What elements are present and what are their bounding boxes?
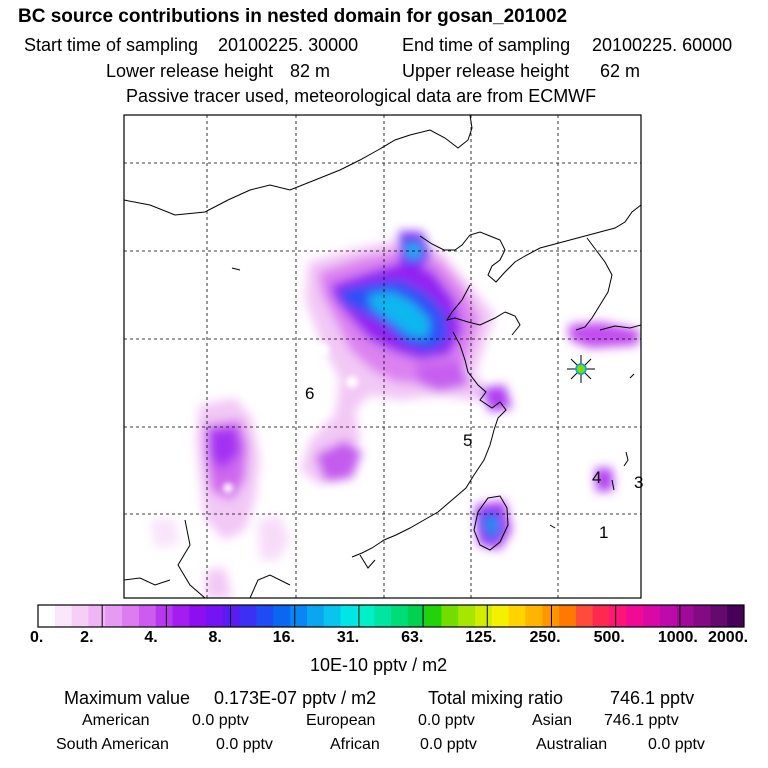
colorbar-cell [256, 605, 274, 627]
region-label-4: 4 [592, 468, 601, 487]
total-mixing-label: Total mixing ratio [428, 688, 564, 708]
colorbar-cell [138, 605, 157, 627]
max-value: 0.173E-07 pptv / m2 [214, 688, 377, 708]
colorbar-cell [105, 605, 123, 627]
colorbar-cell [323, 605, 341, 627]
colorbar-cell [88, 605, 106, 627]
region-african-name: African [330, 736, 380, 753]
colorbar-cell [290, 605, 308, 627]
colorbar-cell [609, 605, 627, 627]
colorbar-frame [37, 604, 745, 628]
colorbar-cell [559, 605, 577, 627]
colorbar-cell [710, 605, 728, 627]
colorbar-cell [357, 605, 375, 627]
colorbar-cell [374, 605, 392, 627]
colorbar-tick-label: 16. [272, 629, 295, 646]
colorbar [37, 604, 745, 628]
colorbar-tick-label: 0. [30, 629, 44, 646]
region-label-6: 6 [305, 384, 314, 403]
colorbar-cell [525, 605, 543, 627]
region-label-3: 3 [634, 473, 643, 492]
colorbar-cell [122, 605, 140, 627]
colorbar-cell [155, 605, 173, 627]
colorbar-cell [172, 605, 190, 627]
colorbar-cell [38, 605, 56, 627]
colorbar-cell [71, 605, 89, 627]
region-label-5: 5 [463, 431, 472, 450]
colorbar-cell [676, 605, 694, 627]
colorbar-cell [424, 605, 442, 627]
grid-lines [124, 115, 641, 598]
region-american-name: American [82, 712, 150, 729]
colorbar-cell [592, 605, 610, 627]
start-time-label: Start time of sampling [24, 35, 199, 55]
start-time-value: 20100225. 30000 [218, 35, 359, 55]
colorbar-cell [441, 605, 459, 627]
lower-height-label: Lower release height [106, 61, 274, 81]
colorbar-cell [575, 605, 594, 627]
colorbar-cell [340, 605, 358, 627]
colorbar-tick-label: 2000. [708, 629, 749, 646]
colorbar-cell [458, 605, 476, 627]
region-asian-value: 746.1 pptv [604, 712, 679, 729]
end-time-label: End time of sampling [402, 35, 571, 55]
colorbar-tick-label: 63. [401, 629, 424, 646]
region-american-value: 0.0 pptv [192, 712, 249, 729]
region-european-value: 0.0 pptv [418, 712, 475, 729]
region-australian-value: 0.0 pptv [648, 736, 705, 753]
region-asian-name: Asian [532, 712, 573, 729]
colorbar-cell [626, 605, 644, 627]
colorbar-tick-label: 125. [465, 629, 497, 646]
colorbar-cell [542, 605, 560, 627]
colorbar-cell [391, 605, 409, 627]
colorbar-ticks [101, 605, 681, 627]
colorbar-cell [222, 605, 241, 627]
colorbar-cell [407, 605, 426, 627]
colorbar-cell [206, 605, 224, 627]
region-african-value: 0.0 pptv [420, 736, 477, 753]
colorbar-tick-label: 8. [208, 629, 222, 646]
max-value-label: Maximum value [64, 688, 191, 708]
colorbar-cell [475, 605, 493, 627]
region-australian-name: Australian [536, 736, 608, 753]
colorbar-cell [659, 605, 678, 627]
colorbar-cells [38, 605, 745, 627]
total-mixing-value: 746.1 pptv [610, 688, 695, 708]
region-south-american-value: 0.0 pptv [216, 736, 273, 753]
colorbar-unit: 10E-10 pptv / m2 [310, 655, 448, 675]
colorbar-tick-label: 1000. [657, 629, 698, 646]
colorbar-cell [508, 605, 526, 627]
lower-height-value: 82 m [290, 61, 331, 81]
gosan-receptor-marker [567, 355, 595, 383]
region-south-american-name: South American [56, 736, 169, 753]
upper-height-value: 62 m [600, 61, 641, 81]
colorbar-tick-label: 250. [529, 629, 561, 646]
colorbar-cell [643, 605, 661, 627]
colorbar-tick-label: 2. [80, 629, 94, 646]
end-time-value: 20100225. 60000 [592, 35, 733, 55]
source-contribution-map: 6 5 4 3 1 [123, 114, 643, 599]
colorbar-cell [727, 605, 745, 627]
colorbar-cell [693, 605, 711, 627]
colorbar-tick-label: 31. [336, 629, 360, 646]
colorbar-cell [189, 605, 207, 627]
colorbar-cell [54, 605, 73, 627]
colorbar-cell [306, 605, 325, 627]
region-european-name: European [306, 712, 376, 729]
colorbar-tick-label: 4. [144, 629, 158, 646]
coastlines [124, 115, 641, 598]
upper-height-label: Upper release height [402, 61, 570, 81]
tracer-note: Passive tracer used, meteorological data… [126, 86, 597, 106]
chart-title: BC source contributions in nested domain… [18, 6, 568, 27]
map-frame [123, 114, 642, 599]
colorbar-cell [491, 605, 510, 627]
colorbar-tick-label: 500. [593, 629, 625, 646]
colorbar-cell [239, 605, 257, 627]
colorbar-cell [273, 605, 291, 627]
region-label-1: 1 [599, 523, 608, 542]
